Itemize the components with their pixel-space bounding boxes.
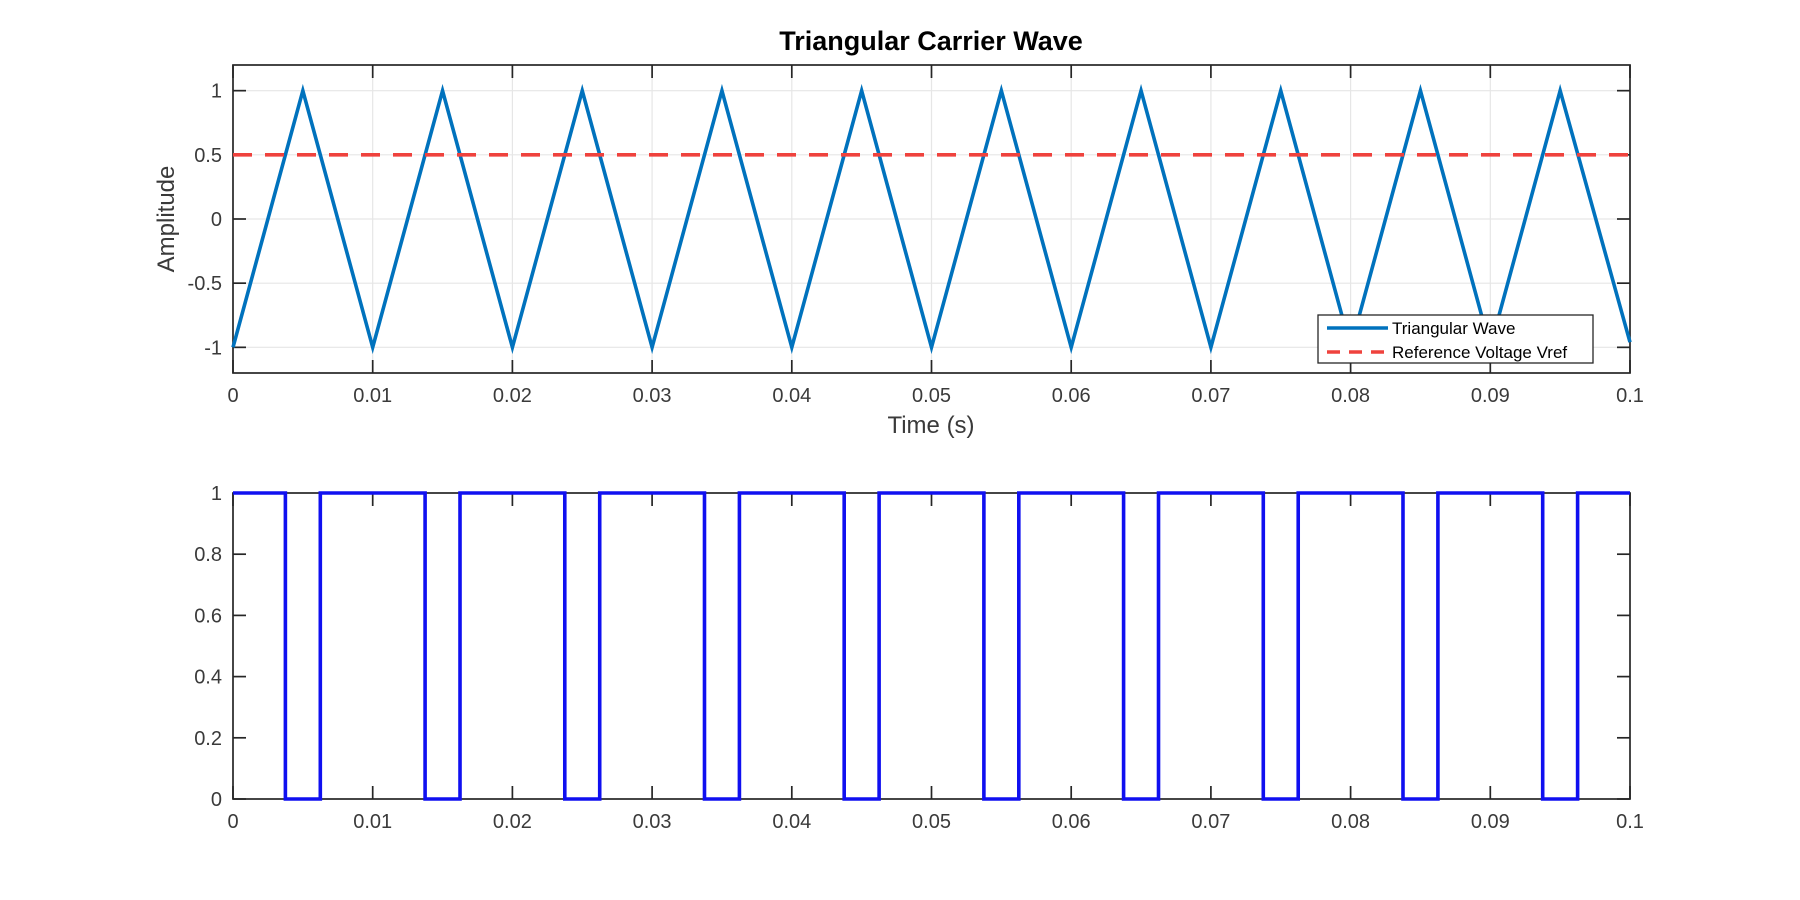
y-tick-label: 1 bbox=[211, 81, 222, 103]
x-tick-label: 0.06 bbox=[1052, 385, 1091, 407]
legend-entry-triangular-wave: Triangular Wave bbox=[1327, 319, 1515, 338]
x-tick-label: 0.09 bbox=[1471, 811, 1510, 833]
legend-label-reference-voltage: Reference Voltage Vref bbox=[1392, 343, 1567, 362]
x-tick-label: 0.1 bbox=[1616, 385, 1644, 407]
y-tick-label: -0.5 bbox=[188, 273, 222, 295]
y-tick-label: 0.6 bbox=[194, 605, 222, 627]
plot1-axes: 0 0.01 0.02 0.03 0.04 0.05 0.06 0.07 0.08 0.09 0.1… bbox=[188, 64, 1644, 407]
x-tick-label: 0.06 bbox=[1052, 811, 1091, 833]
legend-entry-reference-voltage: Reference Voltage Vref bbox=[1327, 343, 1567, 362]
x-tick-label: 0.02 bbox=[493, 385, 532, 407]
x-tick-label: 0.04 bbox=[772, 385, 811, 407]
x-tick-label: 0.05 bbox=[912, 811, 951, 833]
x-tick-label: 0.03 bbox=[633, 811, 672, 833]
plot1-title: Triangular Carrier Wave bbox=[779, 26, 1083, 56]
y-tick-label: -1 bbox=[204, 337, 222, 359]
plot2-axes: 0 0.01 0.02 0.03 0.04 0.05 0.06 0.07 0.08 0.09 0.1… bbox=[194, 483, 1644, 833]
legend: Triangular Wave Reference Voltage Vref bbox=[1317, 314, 1594, 364]
x-tick-label: 0.07 bbox=[1191, 385, 1230, 407]
x-tick-label: 0.08 bbox=[1331, 385, 1370, 407]
series-path-triangular-wave bbox=[231, 83, 1632, 355]
x-tick-label: 0.09 bbox=[1471, 385, 1510, 407]
legend-label-triangular-wave: Triangular Wave bbox=[1392, 319, 1515, 338]
x-tick-label: 0.08 bbox=[1331, 811, 1370, 833]
x-tick-label: 0 bbox=[227, 811, 238, 833]
y-tick-label: 0.8 bbox=[194, 544, 222, 566]
x-tick-label: 0.1 bbox=[1616, 811, 1644, 833]
x-tick-label: 0.02 bbox=[493, 811, 532, 833]
x-tick-label: 0.01 bbox=[353, 385, 392, 407]
x-tick-label: 0.05 bbox=[912, 385, 951, 407]
x-tick-label: 0.03 bbox=[633, 385, 672, 407]
x-tick-label: 0.01 bbox=[353, 811, 392, 833]
y-tick-label: 0 bbox=[211, 789, 222, 811]
plot1-xlabel: Time (s) bbox=[887, 412, 974, 439]
y-tick-label: 0.2 bbox=[194, 728, 222, 750]
y-tick-label: 0.5 bbox=[194, 145, 222, 167]
x-tick-label: 0.07 bbox=[1191, 811, 1230, 833]
plot1-ylabel: Amplitude bbox=[153, 166, 180, 273]
y-tick-label: 0 bbox=[211, 209, 222, 231]
y-tick-label: 1 bbox=[211, 483, 222, 505]
series-path-plot2 bbox=[233, 491, 1630, 801]
axes-box bbox=[232, 492, 1631, 800]
x-tick-label: 0.04 bbox=[772, 811, 811, 833]
legend-box bbox=[1317, 314, 1594, 364]
y-tick-label: 0.4 bbox=[194, 667, 222, 689]
x-tick-label: 0 bbox=[227, 385, 238, 407]
